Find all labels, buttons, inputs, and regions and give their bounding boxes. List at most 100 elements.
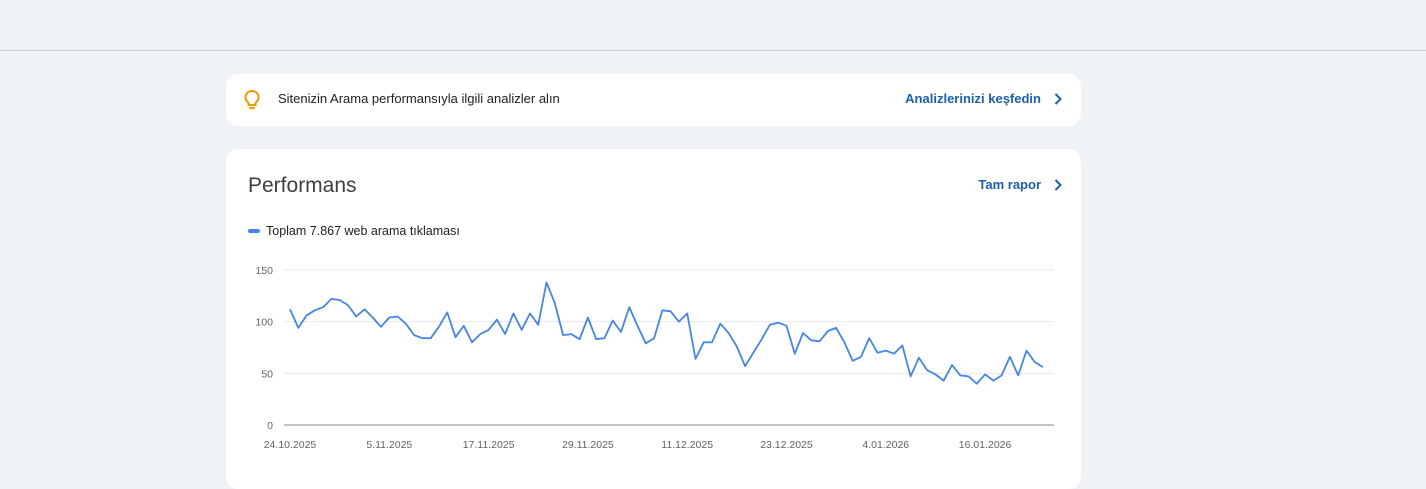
data-point[interactable] — [486, 327, 492, 333]
data-point[interactable] — [618, 329, 624, 335]
data-point[interactable] — [527, 310, 533, 316]
data-point[interactable] — [502, 331, 508, 337]
explore-insights-label[interactable]: Analizlerinizi keşfedin — [905, 91, 1041, 106]
data-point[interactable] — [403, 321, 409, 327]
y-tick-label: 50 — [261, 368, 273, 380]
data-point[interactable] — [428, 335, 434, 341]
data-point[interactable] — [328, 296, 334, 302]
data-point[interactable] — [469, 339, 475, 345]
full-report-label[interactable]: Tam rapor — [978, 177, 1041, 192]
data-point[interactable] — [709, 339, 715, 345]
data-point[interactable] — [312, 307, 318, 313]
data-point[interactable] — [916, 355, 922, 361]
data-point[interactable] — [692, 356, 698, 362]
data-point[interactable] — [783, 323, 789, 329]
data-point[interactable] — [1032, 359, 1038, 365]
data-point[interactable] — [817, 338, 823, 344]
data-point[interactable] — [444, 309, 450, 315]
data-point[interactable] — [295, 325, 301, 331]
data-point[interactable] — [287, 306, 293, 312]
data-point[interactable] — [734, 343, 740, 349]
data-point[interactable] — [585, 315, 591, 321]
data-point[interactable] — [750, 350, 756, 356]
chart-legend[interactable]: Toplam 7.867 web arama tıklaması — [248, 224, 460, 238]
data-point[interactable] — [941, 378, 947, 384]
data-point[interactable] — [808, 337, 814, 343]
data-point[interactable] — [635, 323, 641, 329]
clicks-line-chart[interactable]: 0 50 100 150 24.10.2025 5.11.2025 17.11.2025 29… — [226, 149, 1081, 475]
data-point[interactable] — [684, 310, 690, 316]
data-point[interactable] — [370, 315, 376, 321]
data-point[interactable] — [908, 373, 914, 379]
data-point[interactable] — [568, 331, 574, 337]
data-point[interactable] — [395, 314, 401, 320]
data-point[interactable] — [841, 339, 847, 345]
full-report-link[interactable]: Tam rapor — [978, 177, 1063, 192]
data-point[interactable] — [353, 314, 359, 320]
data-point[interactable] — [858, 354, 864, 360]
data-point[interactable] — [552, 300, 558, 306]
data-point[interactable] — [436, 324, 442, 330]
data-point[interactable] — [800, 330, 806, 336]
data-point[interactable] — [1023, 348, 1029, 354]
data-point[interactable] — [891, 351, 897, 357]
data-point[interactable] — [726, 330, 732, 336]
data-point[interactable] — [304, 312, 310, 318]
data-point[interactable] — [610, 318, 616, 324]
data-point[interactable] — [717, 321, 723, 327]
data-point[interactable] — [626, 304, 632, 310]
data-point[interactable] — [461, 323, 467, 329]
data-point[interactable] — [659, 307, 665, 313]
clicks-series-line[interactable] — [289, 281, 1044, 385]
data-point[interactable] — [932, 371, 938, 377]
data-point[interactable] — [510, 310, 516, 316]
data-point[interactable] — [966, 373, 972, 379]
data-point[interactable] — [982, 371, 988, 377]
data-point[interactable] — [651, 335, 657, 341]
data-point[interactable] — [535, 322, 541, 328]
data-point[interactable] — [1007, 354, 1013, 360]
data-point[interactable] — [742, 363, 748, 369]
data-point[interactable] — [345, 302, 351, 308]
data-point[interactable] — [337, 297, 343, 303]
data-point[interactable] — [419, 335, 425, 341]
data-point[interactable] — [924, 367, 930, 373]
data-point[interactable] — [883, 348, 889, 354]
data-point[interactable] — [361, 306, 367, 312]
data-point[interactable] — [701, 339, 707, 345]
data-point[interactable] — [593, 336, 599, 342]
data-point[interactable] — [990, 378, 996, 384]
data-point[interactable] — [577, 336, 583, 342]
data-point[interactable] — [544, 279, 550, 285]
data-point[interactable] — [494, 317, 500, 323]
data-point[interactable] — [320, 304, 326, 310]
data-point[interactable] — [1040, 364, 1046, 370]
data-point[interactable] — [668, 308, 674, 314]
data-point[interactable] — [519, 327, 525, 333]
data-point[interactable] — [643, 340, 649, 346]
data-point[interactable] — [999, 372, 1005, 378]
data-point[interactable] — [411, 332, 417, 338]
data-point[interactable] — [759, 336, 765, 342]
data-point[interactable] — [833, 325, 839, 331]
data-point[interactable] — [850, 358, 856, 364]
data-point[interactable] — [875, 350, 881, 356]
data-point[interactable] — [866, 335, 872, 341]
data-point[interactable] — [949, 362, 955, 368]
data-point[interactable] — [560, 332, 566, 338]
data-point[interactable] — [601, 335, 607, 341]
data-point[interactable] — [775, 320, 781, 326]
data-point[interactable] — [767, 322, 773, 328]
explore-insights-link[interactable]: Analizlerinizi keşfedin — [905, 91, 1063, 106]
data-point[interactable] — [792, 351, 798, 357]
data-point[interactable] — [957, 372, 963, 378]
data-point[interactable] — [477, 331, 483, 337]
data-point[interactable] — [899, 342, 905, 348]
data-point[interactable] — [378, 324, 384, 330]
data-point[interactable] — [676, 319, 682, 325]
data-point[interactable] — [1015, 372, 1021, 378]
data-point[interactable] — [452, 334, 458, 340]
data-point[interactable] — [825, 328, 831, 334]
data-point[interactable] — [386, 315, 392, 321]
data-point[interactable] — [974, 381, 980, 387]
